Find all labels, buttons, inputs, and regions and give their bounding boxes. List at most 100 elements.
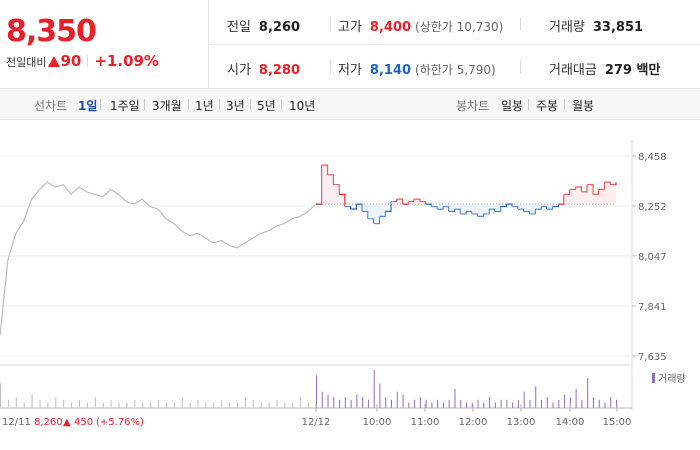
volume-bar <box>431 402 433 408</box>
today-segment <box>517 208 525 212</box>
today-segment <box>598 182 606 191</box>
volume-legend-swatch <box>652 373 655 383</box>
today-segment <box>523 210 531 214</box>
current-price: 8,350 <box>6 14 97 49</box>
volume-bar <box>31 394 33 408</box>
volume-bar <box>284 402 286 408</box>
prev-day-date: 12/11 <box>2 417 31 428</box>
tab-1day[interactable]: 1일 <box>78 99 98 113</box>
price-chart: 8,458 8,252 8,047 7,841 7,635 12/12 10:00 11:0… <box>0 140 686 428</box>
today-segment <box>333 184 340 195</box>
down-fill <box>535 204 541 209</box>
volume-bar <box>604 402 606 408</box>
volume-bar <box>437 399 439 408</box>
volume-bar <box>39 399 41 408</box>
today-segment <box>483 208 490 215</box>
volume-bar <box>213 402 215 408</box>
down-fill <box>512 204 518 207</box>
quote-header: 8,350 전일대비 90 +1.09% 전일 8,260 고가 8,400 (상한가 1… <box>0 0 700 89</box>
today-segment <box>339 193 346 207</box>
tab-1year[interactable]: 1년 <box>195 99 214 113</box>
up-triangle-icon <box>48 56 61 67</box>
price-box: 8,350 전일대비 90 +1.09% <box>0 0 209 88</box>
prev-day-change-pct: (+5.76%) <box>96 417 144 428</box>
divider <box>330 60 331 74</box>
tab-3month[interactable]: 3개월 <box>152 99 182 113</box>
volume-bar <box>63 399 65 408</box>
volume-bar <box>541 399 542 408</box>
volume-bar <box>173 402 175 408</box>
today-segment <box>408 199 415 203</box>
down-fill <box>344 204 351 207</box>
up-fill <box>598 189 605 205</box>
down-fill <box>454 204 461 209</box>
volume-bar <box>321 391 323 408</box>
tab-3year[interactable]: 3년 <box>226 99 245 113</box>
up-fill <box>333 184 340 205</box>
down-fill <box>471 204 478 214</box>
volume-bar <box>252 399 254 408</box>
today-segment <box>344 205 352 209</box>
divider <box>219 99 220 110</box>
volume-bar <box>517 399 519 408</box>
volume-bar <box>385 397 387 408</box>
volume-bar <box>546 397 548 408</box>
volume-bar <box>500 399 502 408</box>
prev-close-value: 8,260 <box>258 20 301 35</box>
open-value: 8,280 <box>258 63 301 78</box>
volume-bar <box>142 402 144 408</box>
x-tick-label: 11:00 <box>411 417 440 428</box>
divider <box>250 99 251 110</box>
volume-label: 거래량 <box>549 20 585 35</box>
today-segment <box>569 187 577 191</box>
volume-bar <box>229 402 231 408</box>
volume-bar <box>237 402 238 408</box>
today-segment <box>564 189 571 195</box>
today-segment <box>431 205 438 209</box>
volume-bar <box>276 399 278 408</box>
upper-limit: (상한가 10,730) <box>415 20 504 34</box>
down-fill <box>379 204 386 217</box>
tab-weekly-candle[interactable]: 주봉 <box>536 99 559 113</box>
today-segment <box>581 184 588 193</box>
low-value: 8,140 <box>369 63 412 78</box>
tab-1week[interactable]: 1주일 <box>110 99 140 113</box>
divider <box>564 99 565 110</box>
volume-bar <box>316 375 317 408</box>
volume-bar <box>55 397 57 408</box>
volume-bar <box>581 399 583 408</box>
volume-bar <box>442 402 444 408</box>
open-label: 시가 <box>227 63 251 78</box>
volume-bar <box>414 399 416 408</box>
change-percent: +1.09% <box>94 52 159 70</box>
x-tick-label: 12:00 <box>459 417 488 428</box>
volume-bar <box>477 399 479 408</box>
up-fill <box>575 187 582 205</box>
low-label: 저가 <box>338 63 362 78</box>
x-tick-label: 15:00 <box>603 417 632 428</box>
volume-bar <box>86 402 88 408</box>
volume-bar <box>15 397 17 408</box>
down-fill <box>362 204 368 212</box>
volume-bar <box>79 399 80 408</box>
today-segment <box>552 204 559 208</box>
tab-daily-candle[interactable]: 일봉 <box>501 99 524 113</box>
high-value: 8,400 <box>369 20 412 35</box>
tab-10year[interactable]: 10년 <box>289 99 316 113</box>
up-fill <box>581 191 588 205</box>
up-fill <box>564 194 570 205</box>
up-fill <box>569 189 576 205</box>
up-fill <box>610 184 616 205</box>
divider <box>208 44 700 45</box>
volume-bar <box>592 397 594 408</box>
tab-monthly-candle[interactable]: 월봉 <box>572 99 595 113</box>
y-tick-label: 7,841 <box>638 302 667 313</box>
y-axis: 8,458 8,252 8,047 7,841 7,635 <box>632 152 667 363</box>
today-segment <box>356 203 363 212</box>
prev-day-up-icon: ▲ <box>63 417 71 428</box>
divider <box>87 55 89 67</box>
volume-bar <box>23 402 25 408</box>
down-fill <box>483 204 490 214</box>
today-segment <box>466 210 473 214</box>
tab-5year[interactable]: 5년 <box>257 99 276 113</box>
